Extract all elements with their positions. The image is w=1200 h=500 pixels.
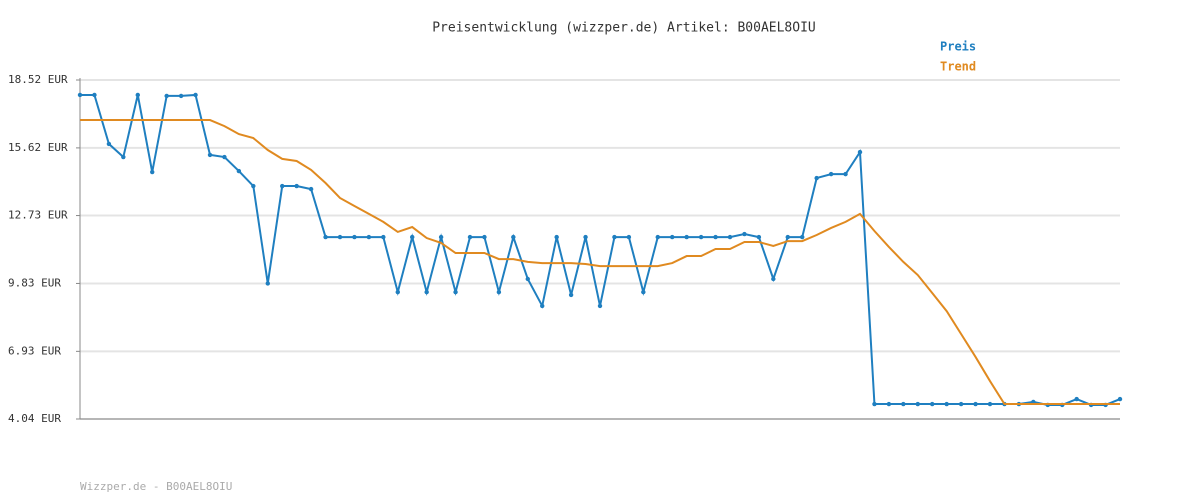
point xyxy=(987,401,993,407)
point xyxy=(106,141,112,147)
footer: Wizzper.de - B00AEL8OIU xyxy=(80,480,232,493)
point xyxy=(193,92,198,98)
point xyxy=(207,152,213,158)
point xyxy=(930,401,935,407)
point xyxy=(496,289,502,295)
point xyxy=(150,169,155,175)
point xyxy=(583,234,588,240)
series-line xyxy=(80,93,1121,406)
point xyxy=(612,234,617,240)
point xyxy=(800,234,805,240)
point xyxy=(366,234,372,240)
point xyxy=(915,401,920,407)
y-tick-label: 9.83 EUR xyxy=(8,276,61,289)
point xyxy=(785,234,790,240)
point xyxy=(395,289,400,295)
point xyxy=(554,234,559,240)
point xyxy=(424,289,429,295)
point xyxy=(742,231,747,237)
point xyxy=(828,171,834,177)
point xyxy=(670,234,675,240)
point xyxy=(352,234,357,240)
point xyxy=(1117,396,1123,402)
point xyxy=(236,168,242,174)
point xyxy=(438,234,444,240)
point xyxy=(1031,399,1036,405)
point xyxy=(164,93,169,99)
series-line xyxy=(80,119,1120,406)
point xyxy=(410,234,415,240)
point xyxy=(901,401,906,407)
point xyxy=(121,154,126,160)
point xyxy=(958,401,964,407)
point xyxy=(857,149,863,155)
point xyxy=(756,234,762,240)
point xyxy=(525,276,530,282)
point xyxy=(222,154,227,160)
legend-entry: Preis xyxy=(940,40,976,54)
point xyxy=(944,401,949,407)
point xyxy=(511,234,516,240)
legend-entry: Trend xyxy=(940,60,976,74)
y-tick-label: 15.62 EUR xyxy=(8,141,68,154)
y-tick-label: 18.52 EUR xyxy=(8,73,68,86)
point xyxy=(337,234,343,240)
point xyxy=(641,289,646,295)
point xyxy=(467,234,473,240)
point xyxy=(698,234,704,240)
chart-title: Preisentwicklung (wizzper.de) Artikel: B… xyxy=(432,21,816,36)
point xyxy=(973,401,978,407)
point xyxy=(626,234,632,240)
point xyxy=(814,175,819,181)
point xyxy=(251,183,256,189)
point xyxy=(265,281,270,286)
point xyxy=(294,183,299,189)
point xyxy=(77,92,83,98)
point xyxy=(713,234,718,240)
point xyxy=(872,401,877,407)
point xyxy=(886,401,892,407)
point xyxy=(178,93,184,99)
point xyxy=(843,171,848,177)
point xyxy=(568,292,574,298)
point xyxy=(684,234,689,240)
point xyxy=(540,303,545,309)
point xyxy=(655,234,660,240)
point xyxy=(135,92,140,98)
y-tick-label: 4.04 EUR xyxy=(8,412,61,425)
point xyxy=(771,276,776,282)
point xyxy=(280,183,285,189)
point xyxy=(308,186,314,192)
point xyxy=(381,234,386,240)
y-tick-label: 12.73 EUR xyxy=(8,209,68,222)
point xyxy=(453,289,458,295)
point xyxy=(482,234,487,240)
point xyxy=(727,234,733,240)
y-tick-label: 6.93 EUR xyxy=(8,344,61,357)
point xyxy=(1074,396,1079,402)
point xyxy=(323,234,328,240)
point xyxy=(597,303,603,309)
point xyxy=(92,92,97,98)
